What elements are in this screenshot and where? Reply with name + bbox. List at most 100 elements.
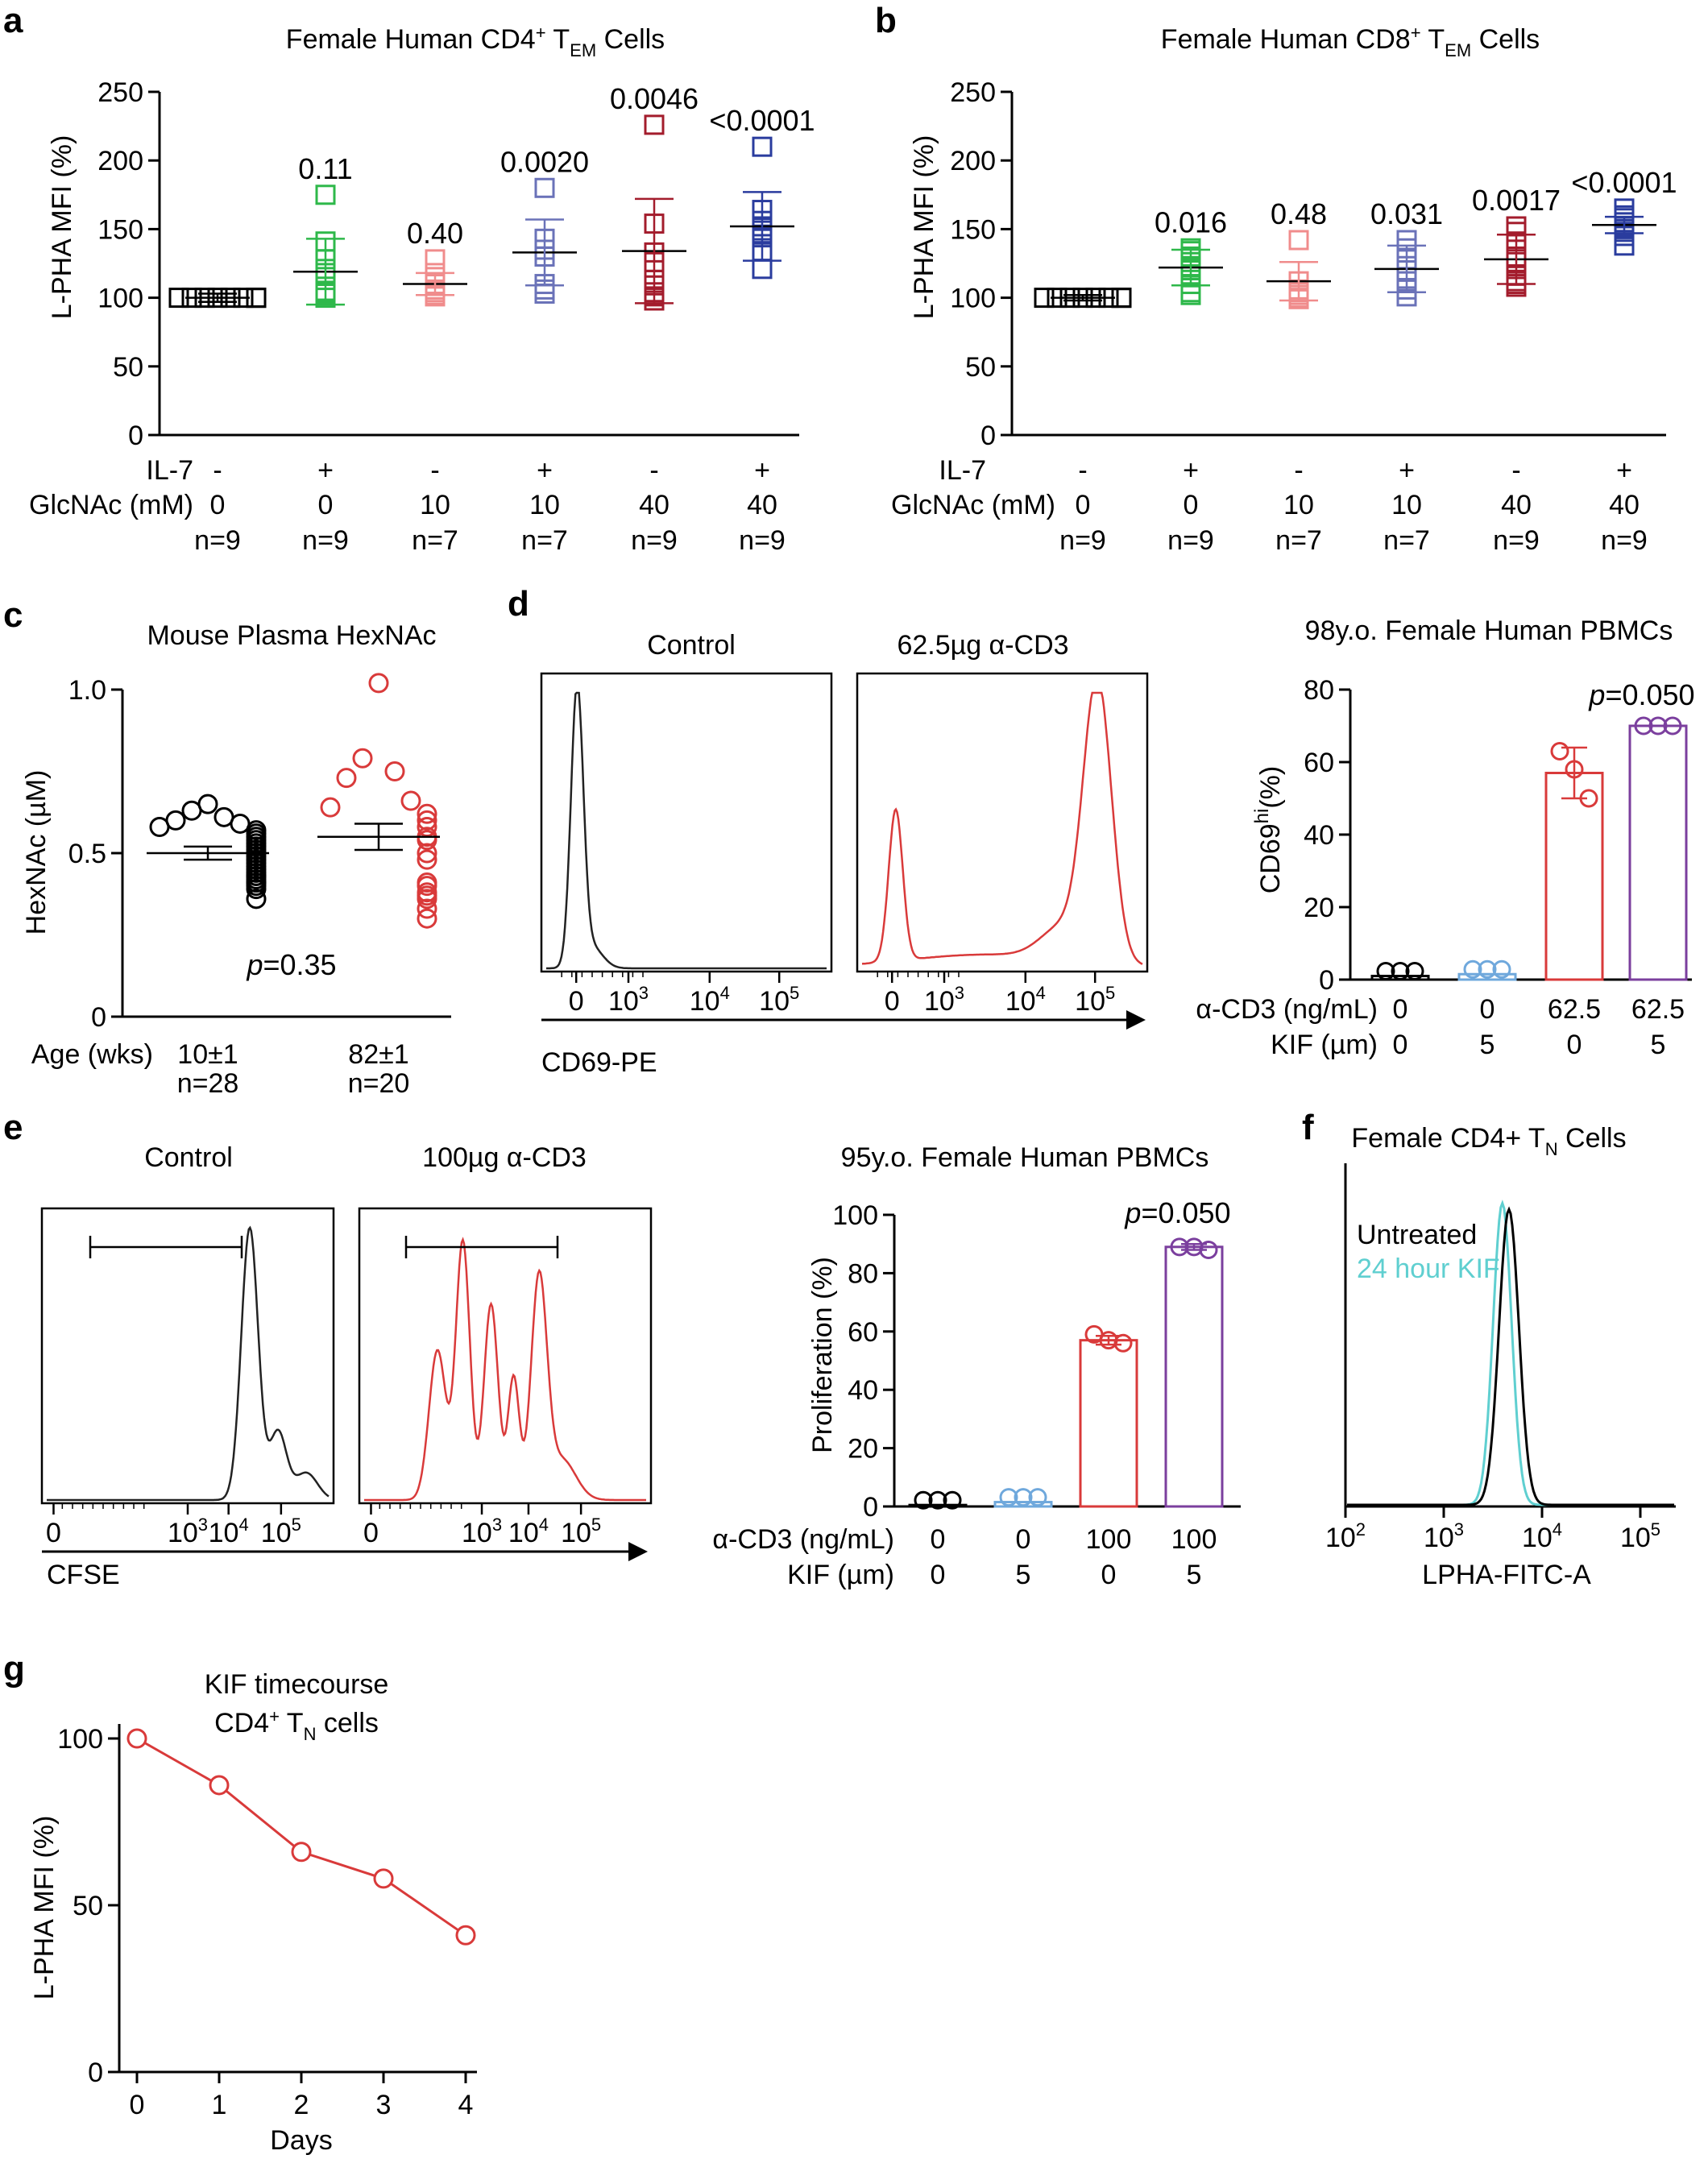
panel-b-point: [1034, 288, 1055, 309]
panel-e-bar-bar: [1164, 1245, 1224, 1508]
panel-e-letter: e: [3, 1108, 23, 1147]
panel-d-bar-point: [1405, 962, 1424, 980]
panel-e-row-acd3: α-CD3 (ng/mL): [712, 1524, 894, 1555]
panel-d-bar-point: [1376, 962, 1395, 980]
panel-d-bar-point: [1478, 959, 1497, 979]
panel-a-il7-value: -: [213, 455, 222, 486]
panel-b-p-value: <0.0001: [1571, 166, 1677, 199]
panel-e-bar-y-tick-label: 40: [848, 1375, 878, 1406]
panel-a-y-tick-label: 150: [97, 214, 143, 245]
panel-c-category-label: 82±1: [348, 1039, 408, 1070]
panel-a-glcnac-value: 0: [210, 490, 226, 520]
panel-d-bar-kif-value: 0: [1393, 1030, 1408, 1060]
panel-e-hist2-x-tick-label: 0: [363, 1518, 379, 1548]
panel-b-il7-value: +: [1183, 455, 1199, 486]
panel-e-bar-acd3-value: 0: [931, 1524, 946, 1555]
panel-d-hist-frame: [540, 672, 833, 973]
panel-f-letter: f: [1302, 1108, 1314, 1147]
panel-d-hist1-x-tick-label: 103: [608, 983, 649, 1017]
panel-d-bar-acd3-value: 62.5: [1631, 994, 1685, 1025]
panel-d-bar-bar: [1457, 972, 1517, 981]
panel-e-bar-acd3-value: 0: [1016, 1524, 1031, 1555]
panel-d-bar-acd3-value: 0: [1480, 994, 1495, 1025]
panel-b-y-tick-label: 200: [950, 146, 996, 176]
panel-g-x-tick-label: 2: [294, 2090, 309, 2120]
panel-d-hist2-x-tick-label: 105: [1075, 983, 1115, 1017]
panel-c-category-label: 10±1: [177, 1039, 238, 1070]
panel-e-bar-point: [1014, 1488, 1033, 1507]
panel-d-bar-y-tick-label: 40: [1304, 820, 1334, 851]
panel-d-bar-point: [1663, 716, 1682, 736]
panel-a-p-value: <0.0001: [709, 104, 815, 137]
panel-d-row-acd3: α-CD3 (ng/mL): [1196, 994, 1378, 1025]
panel-d-bar-point: [1391, 962, 1410, 980]
panel-d-bar-acd3-value: 62.5: [1548, 994, 1601, 1025]
panel-e-hist-treated-curve: [364, 1237, 646, 1502]
panel-c-point: [320, 797, 341, 818]
panel-d-bar-point: [1565, 760, 1584, 779]
panel-e-hist1-x-tick-label: 0: [46, 1518, 61, 1548]
panel-d-bar-ylabel: CD69hi(%): [1251, 766, 1286, 894]
panel-b-glcnac-value: 10: [1391, 490, 1422, 520]
panel-b-point: [1288, 230, 1309, 251]
panel-d: d Control 62.5µg α-CD3 0 103 104 105 0 103 104…: [508, 584, 1695, 1078]
panel-e-bar-point: [1170, 1237, 1189, 1257]
panel-d-bar-y-tick-label: 60: [1304, 748, 1334, 778]
panel-b-il7-value: +: [1399, 455, 1415, 486]
panel-e-bar-point: [1028, 1488, 1047, 1507]
panel-c-point: [181, 800, 202, 821]
panel-f-plot: 102 103 104 105: [1325, 1163, 1676, 1553]
panel-d-bar-y-tick-label: 80: [1304, 675, 1334, 706]
panel-e-hist-title-treated: 100µg α-CD3: [422, 1142, 587, 1173]
panel-e-bar-y-tick-label: 80: [848, 1258, 878, 1289]
panel-c-point: [417, 908, 437, 929]
panel-d-hist1-x-tick-label: 0: [569, 986, 584, 1017]
panel-g-x-tick-label: 0: [130, 2090, 145, 2120]
panel-c-point: [384, 761, 405, 781]
panel-b-ylabel: L-PHA MFI (%): [909, 135, 939, 320]
panel-e-hist-frame: [358, 1207, 653, 1505]
panel-f-xlabel: LPHA-FITC-A: [1422, 1560, 1591, 1590]
panel-a-plot: 0 50 100 150 200 250 - 0 n=9 0.11 +0 n=9 0.40 - 10 n=7 0…: [97, 77, 815, 556]
panel-c-point: [417, 876, 437, 897]
panel-e-histograms: 0 103 104 105 0 103 104 105: [40, 1207, 653, 1561]
panel-a-row-glcnac: GlcNAc (mM): [29, 490, 193, 520]
panel-b-glcnac-value: 0: [1076, 490, 1091, 520]
panel-g-y-tick-label: 0: [88, 2057, 103, 2088]
panel-a-point: [246, 288, 267, 309]
panel-a-row-il7: IL-7: [146, 455, 193, 486]
panel-f-untreated-curve: [1347, 1206, 1674, 1506]
panel-d-bar-p-value: p=0.050: [1588, 678, 1694, 711]
panel-e-bar-p-value: p=0.050: [1124, 1196, 1230, 1229]
panel-a-point: [425, 249, 446, 270]
panel-g-y-tick-label: 100: [57, 1724, 103, 1755]
panel-c-point: [246, 879, 267, 900]
panel-a-p-value: 0.0020: [500, 145, 589, 178]
panel-d-hist2-x-tick-label: 0: [885, 986, 900, 1017]
panel-c-point: [417, 843, 437, 864]
panel-f-x-tick-label: 105: [1620, 1519, 1660, 1553]
panel-a-y-tick-label: 0: [128, 421, 143, 451]
panel-a-il7-value: -: [430, 455, 439, 486]
panel-a-glcnac-value: 40: [747, 490, 777, 520]
panel-d-bar-bar: [1628, 724, 1688, 981]
panel-g-title-line2: CD4+ TN cells: [214, 1706, 379, 1744]
panel-g-series-line: [136, 1737, 466, 1937]
panel-f-x-tick-label: 102: [1325, 1519, 1366, 1553]
panel-d-bar-point: [1634, 716, 1653, 736]
panel-e-hist1-x-tick-label: 105: [261, 1515, 301, 1548]
panel-g-x-tick-label: 4: [458, 2090, 474, 2120]
panel-g-point: [209, 1775, 230, 1796]
panel-c-point: [368, 673, 389, 694]
panel-b-title: Female Human CD8+ TEM Cells: [1161, 23, 1540, 60]
panel-d-bar-acd3-value: 0: [1393, 994, 1408, 1025]
panel-a-n-label: n=9: [631, 525, 678, 556]
panel-g-letter: g: [3, 1649, 25, 1689]
panel-a-p-value: 0.0046: [610, 82, 699, 115]
panel-a-glcnac-value: 10: [420, 490, 450, 520]
panel-a-il7-value: -: [649, 455, 658, 486]
panel-d-hist-treated-curve: [861, 691, 1143, 965]
panel-e-bar-ylabel: Proliferation (%): [807, 1257, 838, 1453]
panel-c-ylabel: HexNAc (µM): [21, 770, 52, 935]
panel-g-title-line1: KIF timecourse: [205, 1669, 389, 1700]
